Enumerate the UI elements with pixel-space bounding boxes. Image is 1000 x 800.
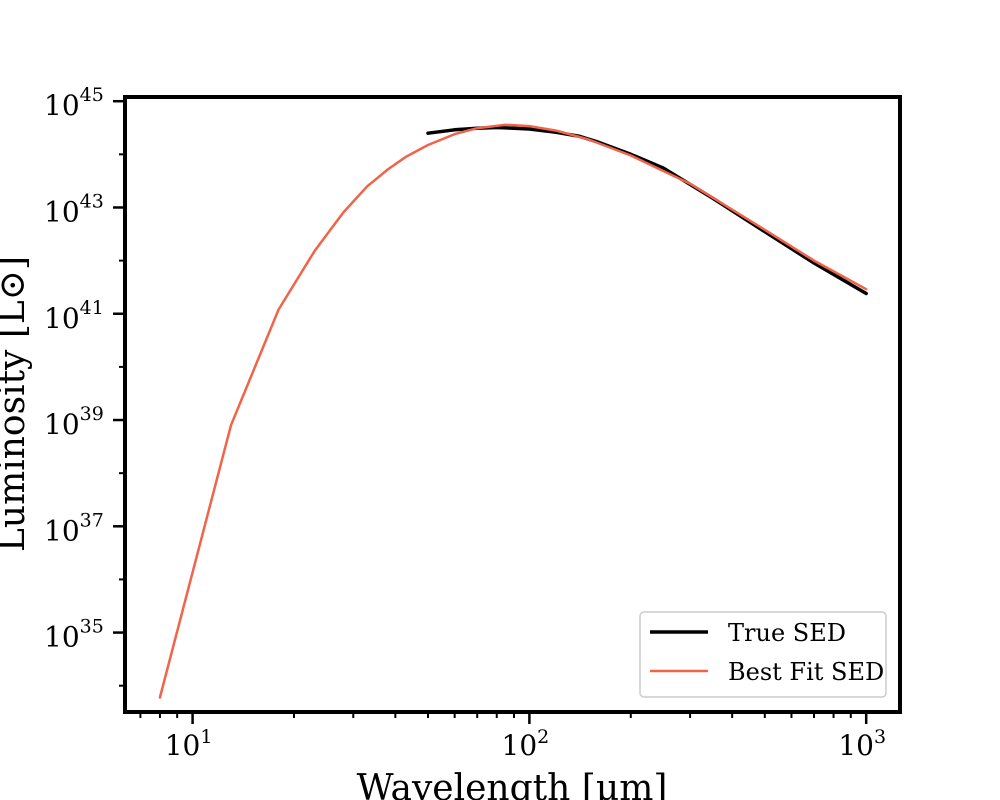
y-tick-label: 1039 <box>44 403 104 441</box>
legend: True SED Best Fit SED <box>639 611 887 698</box>
y-tick-label: 1035 <box>44 616 104 654</box>
x-tick-label: 101 <box>165 726 213 762</box>
legend-label-true-sed: True SED <box>728 619 846 647</box>
plot-lines <box>158 123 868 699</box>
series-line-true-sed <box>426 125 868 296</box>
y-tick-label: 1041 <box>44 297 104 335</box>
x-axis-ticks: 101 102 103 <box>139 712 886 762</box>
plot-frame <box>123 95 902 714</box>
y-axis-ticks: 1035 1037 1039 1041 1043 1045 <box>44 84 125 687</box>
legend-label-best-fit-sed: Best Fit SED <box>728 658 884 686</box>
series-line-best-fit-sed <box>158 123 868 699</box>
y-tick-label: 1037 <box>44 509 104 547</box>
y-tick-label: 1045 <box>44 84 104 122</box>
y-axis-title: Luminosity [L⊙] <box>0 256 33 552</box>
x-tick-label: 102 <box>502 726 550 762</box>
x-tick-label: 103 <box>838 726 886 762</box>
x-axis-title: Wavelength [μm] <box>357 768 668 800</box>
y-tick-label: 1043 <box>44 190 104 228</box>
